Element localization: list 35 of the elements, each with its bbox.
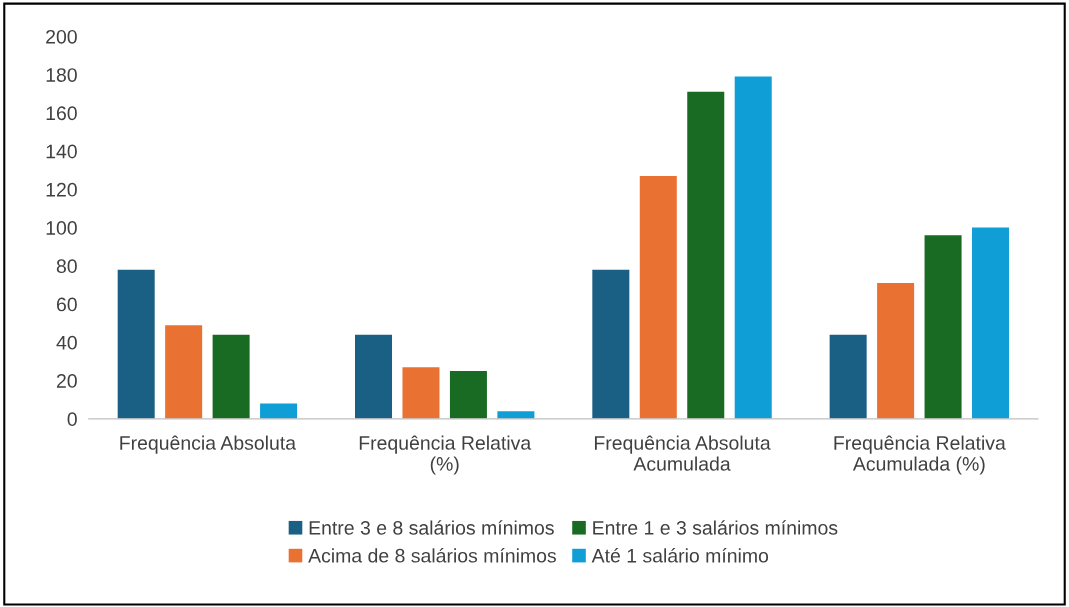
- bar: [449, 371, 487, 419]
- bar: [592, 269, 630, 419]
- x-tick-label: Frequência Relativa (%): [359, 435, 532, 475]
- bar: [402, 367, 440, 419]
- y-tick-label: 40: [56, 335, 77, 350]
- x-tick-label: Frequência Absoluta: [120, 435, 297, 454]
- legend-label: Entre 3 e 8 salários mínimos: [309, 520, 554, 535]
- legend-label: Acima de 8 salários mínimos: [308, 548, 556, 563]
- bar: [829, 334, 867, 419]
- bar: [687, 91, 725, 419]
- y-tick-label: 60: [56, 297, 77, 312]
- x-tick-label: Frequência Relativa Acumulada (%): [834, 435, 1006, 475]
- bar: [260, 403, 298, 419]
- x-tick-label: Frequência Absoluta Acumulada: [594, 435, 771, 471]
- bar: [212, 334, 250, 419]
- legend-label: Entre 1 e 3 salários mínimos: [593, 520, 838, 535]
- bar: [165, 325, 203, 419]
- bar: [355, 334, 393, 419]
- y-tick-label: 140: [46, 144, 77, 159]
- y-tick-label: 160: [46, 106, 77, 121]
- y-tick-label: 0: [67, 412, 77, 427]
- y-tick-label: 100: [46, 221, 77, 235]
- bar: [924, 235, 962, 419]
- bar: [639, 176, 677, 419]
- y-tick-label: 20: [56, 374, 77, 388]
- bar: [972, 227, 1010, 419]
- bar: [497, 411, 535, 419]
- legend-label: Até 1 salário mínimo: [591, 548, 769, 563]
- y-tick-label: 120: [46, 182, 77, 197]
- y-tick-label: 180: [46, 68, 77, 82]
- y-tick-label: 200: [46, 29, 77, 44]
- bar: [117, 269, 155, 419]
- y-tick-label: 80: [56, 259, 77, 274]
- bar: [734, 76, 772, 419]
- bar: [877, 283, 915, 419]
